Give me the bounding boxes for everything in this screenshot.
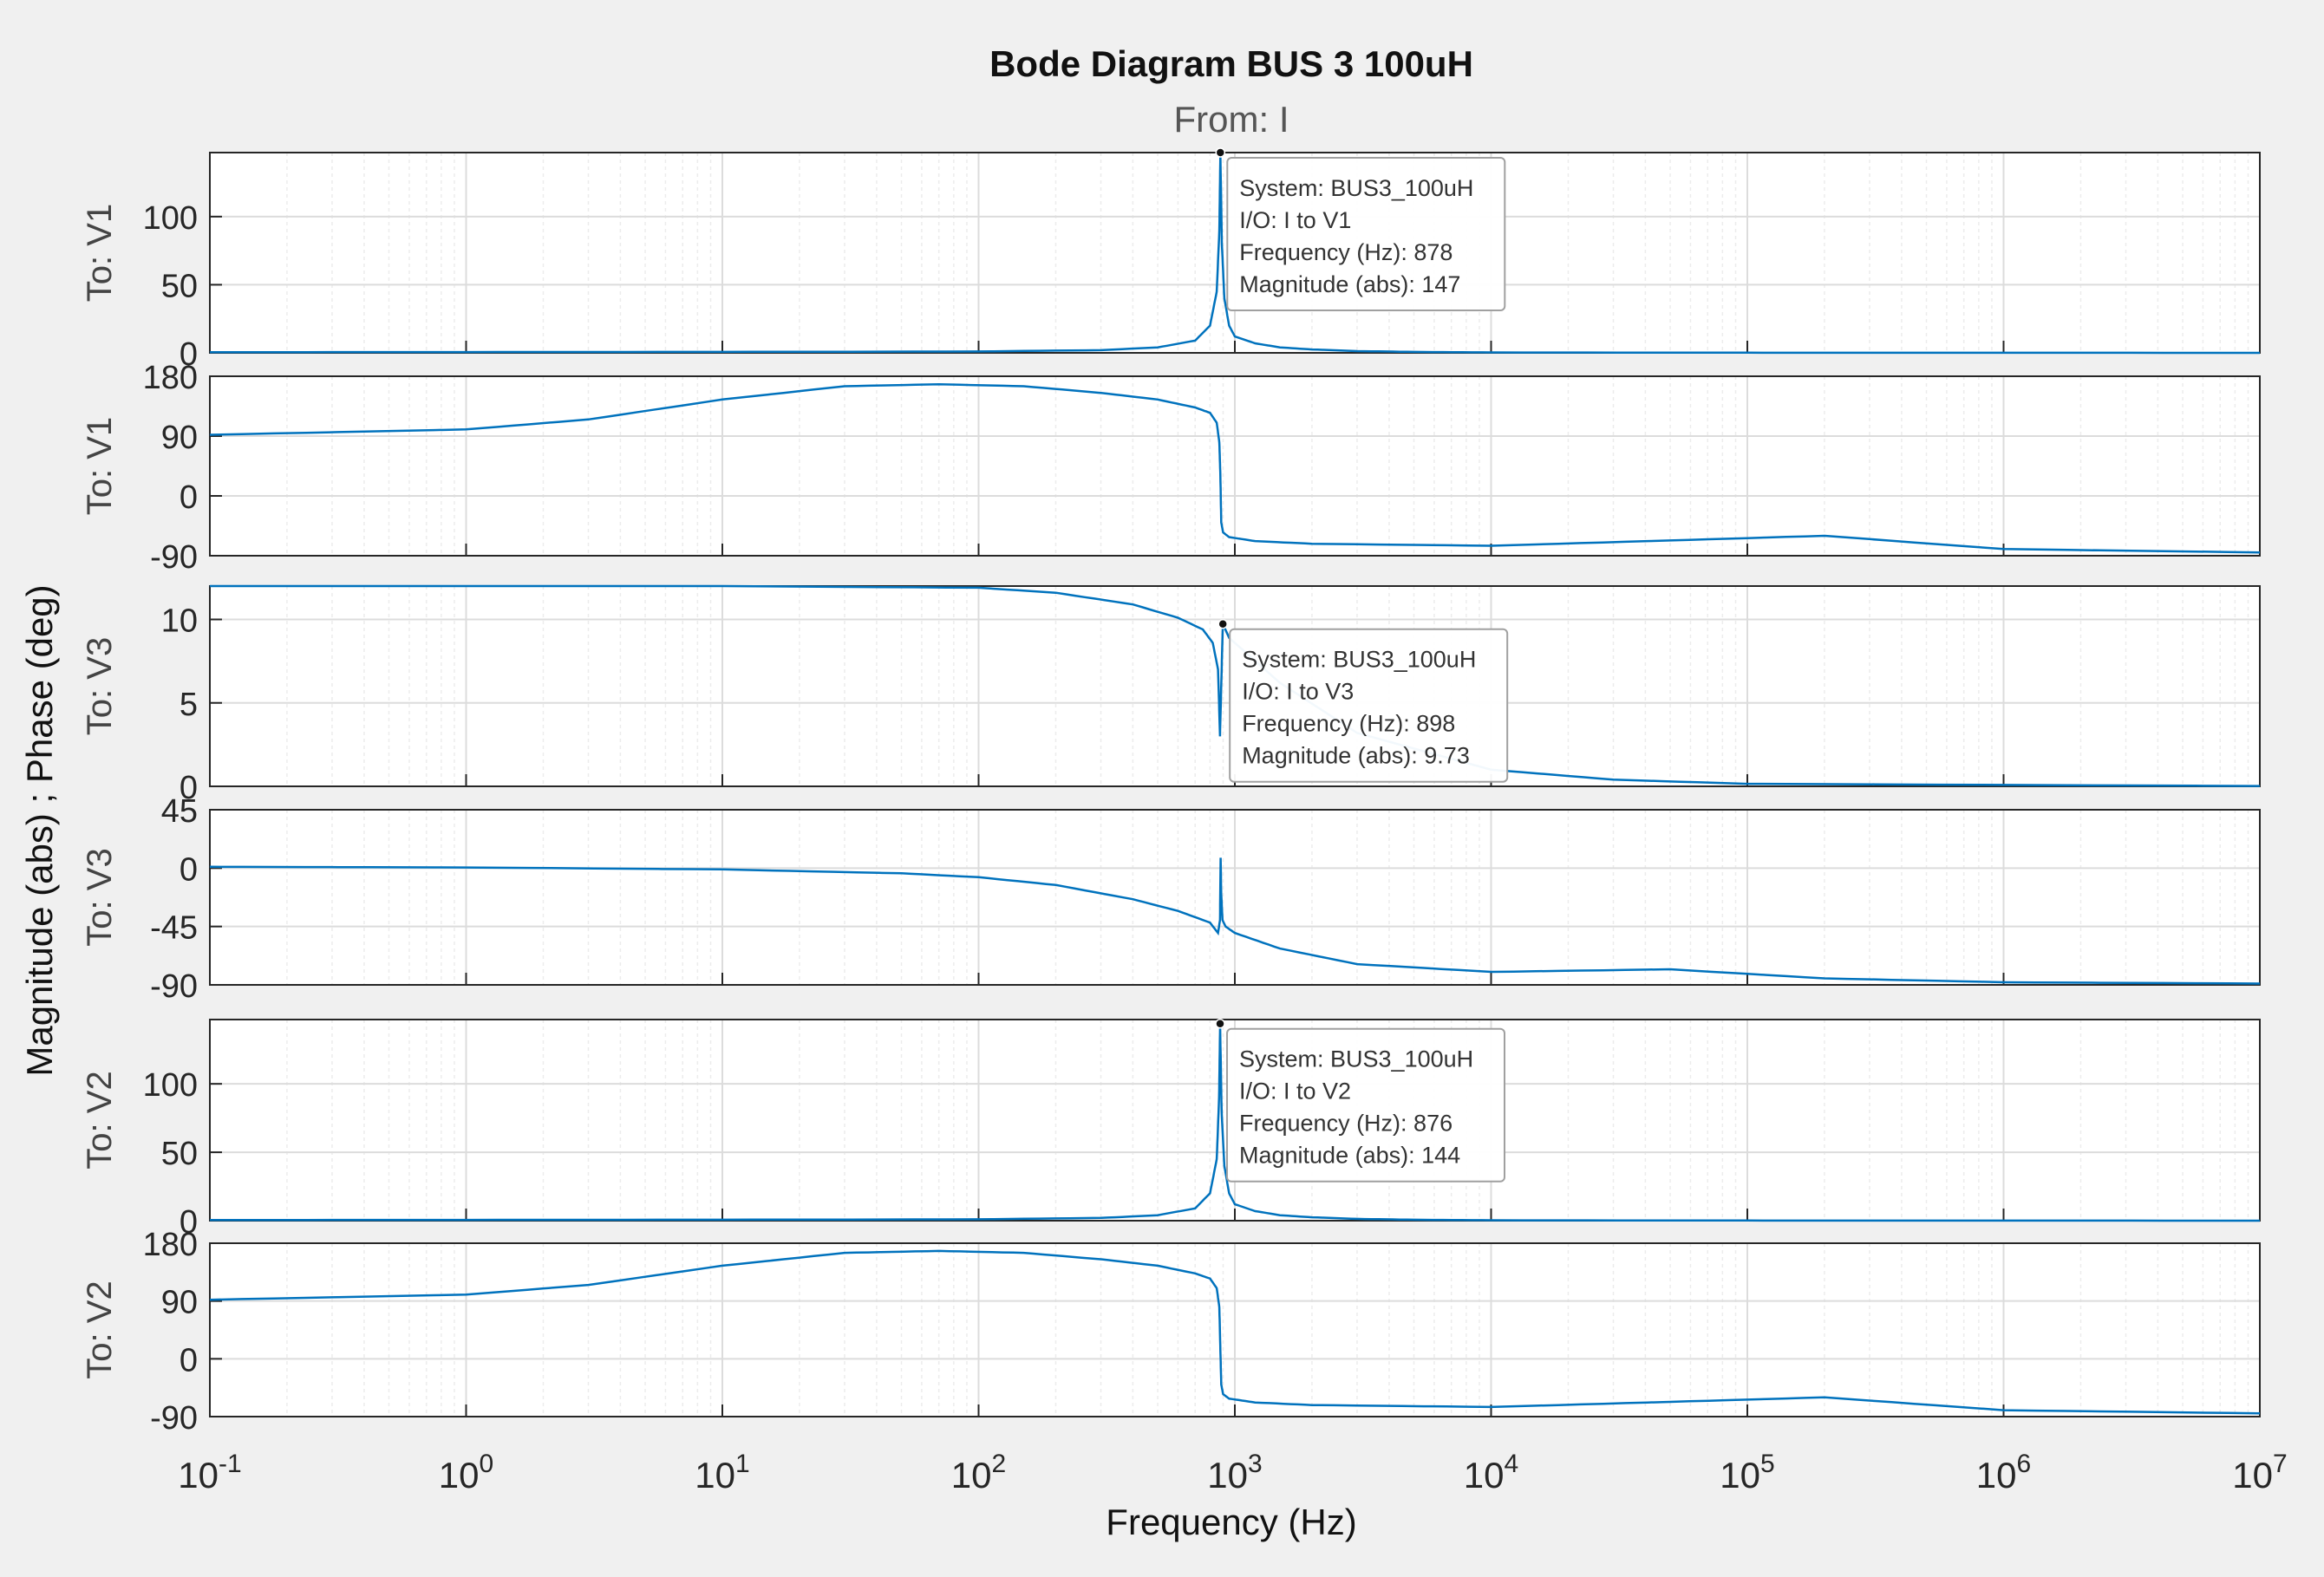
datatip-line: System: BUS3_100uH [1242, 647, 1476, 673]
axes-box [209, 375, 2261, 557]
datatip-line: I/O: I to V2 [1239, 1078, 1351, 1105]
series-line [209, 1249, 2261, 1415]
panel-ylabel: To: V1 [81, 417, 119, 515]
y-tick-label: 0 [180, 1204, 198, 1241]
axes-box [209, 585, 2261, 787]
figure-subtitle: From: I [1174, 99, 1289, 140]
x-tick-base: 10 [1976, 1455, 2017, 1496]
y-tick-label: 50 [161, 1136, 198, 1172]
x-tick-exponent: 3 [1248, 1450, 1263, 1478]
datatip-line: I/O: I to V3 [1242, 679, 1354, 705]
x-tick-exponent: 2 [992, 1450, 1007, 1478]
datatip-box [1229, 628, 1509, 783]
y-tick-label: 100 [143, 1067, 198, 1104]
x-tick-base: 10 [1207, 1455, 1248, 1496]
x-tick-base: 10 [439, 1455, 480, 1496]
x-tick-label: 100 [439, 1450, 493, 1496]
y-tick-label: 45 [161, 793, 198, 830]
x-tick-exponent: 1 [735, 1450, 750, 1478]
y-tick-label: 90 [161, 1285, 198, 1321]
panel-ylabel: To: V3 [81, 848, 119, 946]
subplot-3: 0 5 10 To: V3 System: BUS3_100uH I/O: I to V3… [81, 584, 2261, 806]
datatip-line: I/O: I to V1 [1239, 207, 1351, 233]
x-tick-label: 104 [1464, 1450, 1518, 1496]
subplot-2: -90 0 90 180 To: V1 [81, 360, 2261, 576]
datatip-line: Frequency (Hz): 878 [1239, 239, 1452, 265]
axes-box [209, 809, 2261, 986]
x-tick-base: 10 [695, 1455, 735, 1496]
datatip-marker [1215, 1018, 1225, 1029]
x-tick-exponent: -1 [219, 1450, 242, 1478]
y-tick-label: -90 [150, 1400, 198, 1437]
datatip-line: Magnitude (abs): 144 [1239, 1143, 1460, 1169]
datatip-marker [1215, 147, 1226, 158]
subplot-1: 0 50 100 To: V1 System: BUS3_100uH I/O: I to … [81, 147, 2261, 373]
x-tick-exponent: 0 [480, 1450, 494, 1478]
subplot-5: 0 50 100 To: V2 System: BUS3_100uH I/O: I to … [81, 1018, 2261, 1241]
x-tick-base: 10 [951, 1455, 992, 1496]
axes-box [209, 1019, 2261, 1222]
y-tick-label: 180 [143, 1227, 198, 1263]
series-line [209, 857, 2261, 985]
panel-ylabel: To: V2 [81, 1071, 119, 1169]
y-tick-label: 0 [180, 1342, 198, 1378]
y-tick-label: 5 [180, 687, 198, 723]
x-tick-base: 10 [1464, 1455, 1505, 1496]
subplot-6: -90 0 90 180 To: V2 [81, 1227, 2261, 1437]
panel-ylabel: To: V2 [81, 1280, 119, 1378]
x-tick-label: 105 [1720, 1450, 1774, 1496]
y-tick-label: 50 [161, 268, 198, 304]
series-line [209, 382, 2261, 554]
x-tick-label: 103 [1207, 1450, 1262, 1496]
y-tick-label: 0 [180, 851, 198, 888]
series-line [210, 152, 2260, 355]
x-tick-base: 10 [178, 1455, 219, 1496]
datatip-line: System: BUS3_100uH [1239, 1046, 1473, 1072]
figure-title: Bode Diagram BUS 3 100uH [989, 43, 1473, 84]
x-tick-label: 107 [2232, 1450, 2287, 1496]
y-tick-label: 0 [180, 770, 198, 806]
y-tick-label: 10 [161, 603, 198, 640]
subplot-4: -90 -45 0 45 To: V3 [81, 793, 2261, 1005]
y-axis-label: Magnitude (abs) ; Phase (deg) [19, 584, 60, 1076]
y-tick-label: 90 [161, 420, 198, 456]
datatip-box [1226, 1027, 1506, 1183]
y-tick-label: -90 [150, 539, 198, 576]
y-tick-label: 0 [180, 479, 198, 516]
y-tick-label: 100 [143, 200, 198, 237]
datatip-line: System: BUS3_100uH [1239, 175, 1473, 201]
y-tick-label: -45 [150, 910, 198, 947]
x-tick-label: 102 [951, 1450, 1006, 1496]
x-tick-label: 10-1 [178, 1450, 241, 1496]
x-axis-label: Frequency (Hz) [1106, 1502, 1356, 1542]
x-tick-base: 10 [2232, 1455, 2273, 1496]
datatip-line: Magnitude (abs): 147 [1239, 271, 1460, 297]
x-tick-label: 106 [1976, 1450, 2031, 1496]
x-tick-exponent: 7 [2273, 1450, 2288, 1478]
datatip-line: Frequency (Hz): 876 [1239, 1111, 1452, 1137]
x-tick-base: 10 [1720, 1455, 1760, 1496]
y-tick-label: 0 [180, 336, 198, 373]
x-tick-exponent: 4 [1505, 1450, 1519, 1478]
datatip-line: Frequency (Hz): 898 [1242, 711, 1455, 737]
x-tick-label: 101 [695, 1450, 749, 1496]
x-tick-exponent: 5 [1760, 1450, 1775, 1478]
axes-box [209, 1242, 2261, 1417]
datatip-box [1226, 157, 1506, 311]
series-line [210, 1023, 2260, 1222]
panel-ylabel: To: V3 [81, 637, 119, 735]
panel-ylabel: To: V1 [81, 204, 119, 302]
x-tick-labels: 10-1 100 101 102 103 104 105 106 107 [178, 1450, 2287, 1496]
axes-box [209, 152, 2261, 354]
y-tick-label: -90 [150, 968, 198, 1005]
x-tick-exponent: 6 [2017, 1450, 2032, 1478]
datatip-marker [1217, 618, 1228, 629]
y-tick-label: 180 [143, 360, 198, 396]
datatip-line: Magnitude (abs): 9.73 [1242, 743, 1470, 769]
